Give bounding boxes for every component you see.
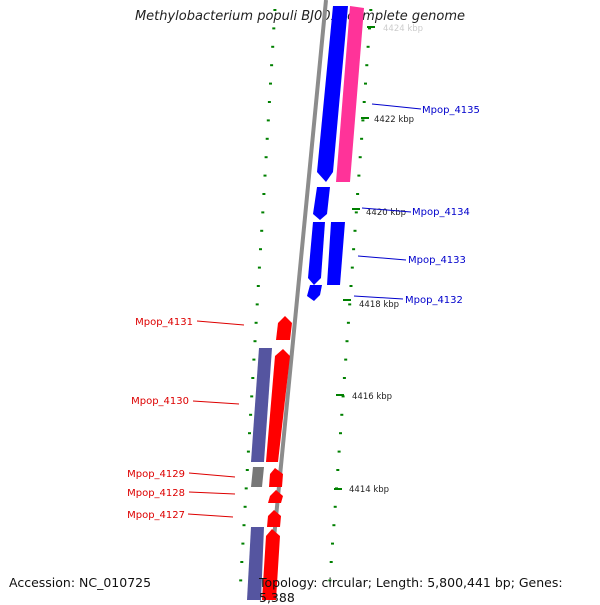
gene-feature-mpop-4130-slate[interactable] bbox=[251, 348, 272, 462]
gene-feature-mpop-4135[interactable] bbox=[317, 6, 348, 182]
left-tick-marks bbox=[239, 9, 277, 582]
gene-feature-mpop-4127[interactable] bbox=[267, 510, 281, 527]
scale-label: 4424 kbp bbox=[383, 24, 423, 34]
gene-feature-forward-bottom[interactable] bbox=[262, 529, 280, 600]
gene-label-mpop-4135[interactable]: Mpop_4135 bbox=[422, 105, 480, 116]
gene-feature-mpop-4129-gray[interactable] bbox=[251, 467, 264, 487]
scale-label: 4416 kbp bbox=[352, 392, 392, 402]
scale-labels: 4424 kbp 4422 kbp 4420 kbp 4418 kbp 4416… bbox=[334, 24, 423, 495]
gene-label-mpop-4127[interactable]: Mpop_4127 bbox=[127, 510, 185, 521]
scale-label: 4418 kbp bbox=[359, 300, 399, 310]
gene-label-mpop-4134[interactable]: Mpop_4134 bbox=[412, 207, 470, 218]
gene-feature-mpop-4129[interactable] bbox=[269, 468, 283, 487]
gene-label-mpop-4132[interactable]: Mpop_4132 bbox=[405, 295, 463, 306]
scale-label: 4420 kbp bbox=[366, 208, 406, 218]
gene-label-mpop-4130[interactable]: Mpop_4130 bbox=[131, 396, 189, 407]
gene-feature-mpop-4128[interactable] bbox=[268, 490, 283, 503]
gene-feature-mpop-4133a[interactable] bbox=[308, 222, 325, 285]
gene-feature-mpop-4130[interactable] bbox=[266, 349, 290, 462]
gene-feature-mpop-4134[interactable] bbox=[313, 187, 330, 220]
scale-label: 4422 kbp bbox=[374, 115, 414, 125]
gene-feature-mpop-4132[interactable] bbox=[307, 285, 322, 301]
genome-backbone bbox=[266, 0, 328, 600]
gene-feature-slate-bottom[interactable] bbox=[247, 527, 264, 600]
topology-text: Topology: circular; Length: 5,800,441 bp… bbox=[259, 575, 563, 605]
forward-gene-labels: Mpop_4131 Mpop_4130 Mpop_4129 Mpop_4128 … bbox=[127, 317, 245, 521]
gene-label-mpop-4128[interactable]: Mpop_4128 bbox=[127, 488, 185, 499]
gene-label-mpop-4131[interactable]: Mpop_4131 bbox=[135, 317, 193, 328]
gene-feature-mpop-4131[interactable] bbox=[276, 316, 292, 340]
gene-label-mpop-4133[interactable]: Mpop_4133 bbox=[408, 255, 466, 266]
gene-feature-mpop-4133b[interactable] bbox=[327, 222, 345, 285]
scale-label: 4414 kbp bbox=[349, 485, 389, 495]
reverse-gene-labels: Mpop_4135 Mpop_4134 Mpop_4133 Mpop_4132 bbox=[353, 103, 480, 306]
gene-label-mpop-4129[interactable]: Mpop_4129 bbox=[127, 469, 185, 480]
gene-feature-mpop-4135-pink[interactable] bbox=[336, 6, 364, 182]
accession-text: Accession: NC_010725 bbox=[9, 575, 152, 590]
map-title: Methylobacterium populi BJ001, complete … bbox=[134, 9, 466, 24]
